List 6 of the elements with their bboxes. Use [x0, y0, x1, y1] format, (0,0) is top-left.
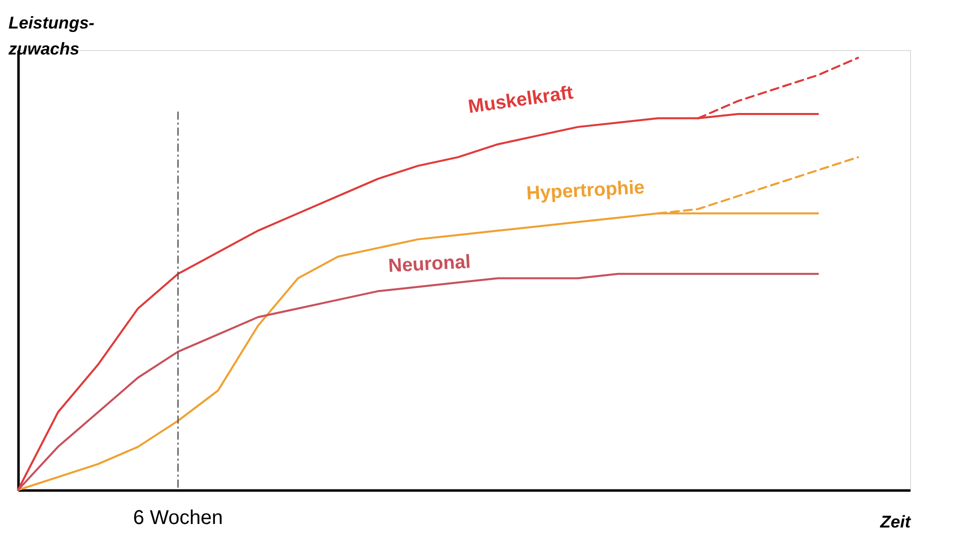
text: Muskelkraft — [466, 82, 576, 118]
text: 6 Wochen — [133, 507, 223, 529]
series-label: Neuronal — [388, 252, 472, 278]
y-axis-title: Leistungs-zuwachs — [8, 14, 95, 58]
x-axis-title: Zeit — [879, 512, 912, 532]
series-label: Hypertrophie — [526, 177, 646, 205]
